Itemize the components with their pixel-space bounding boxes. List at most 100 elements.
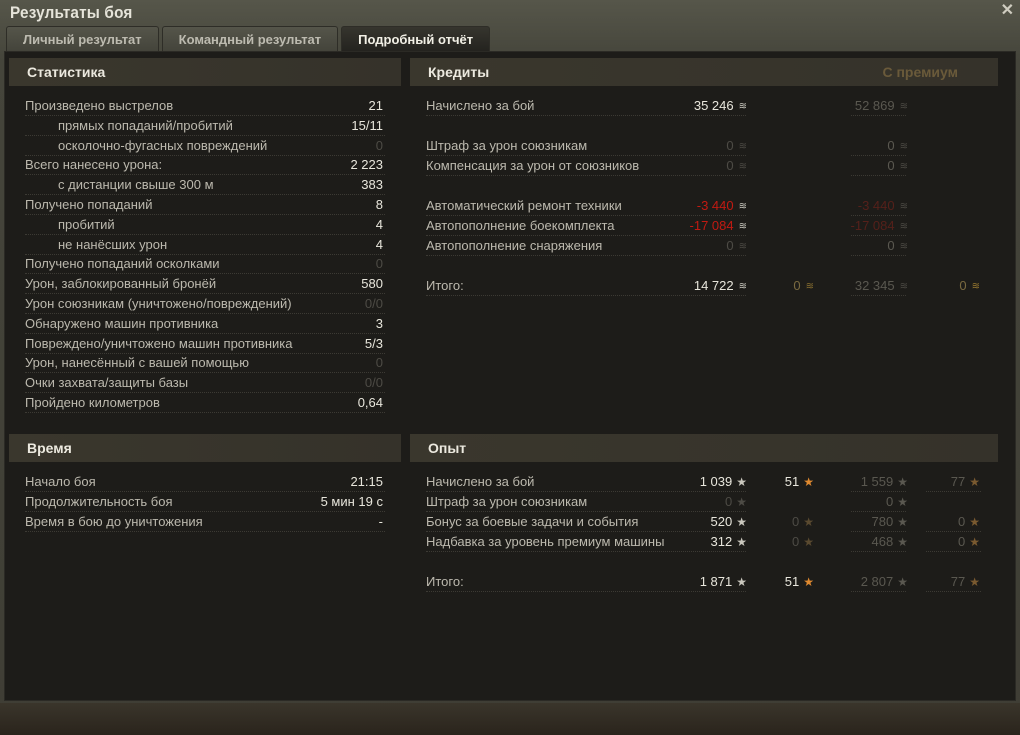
time-title: Время: [27, 440, 72, 456]
value-text: 52 869: [854, 98, 895, 113]
credits-label: Начислено за бой: [426, 98, 535, 113]
row-divider: [851, 175, 906, 176]
credits-row: Автопополнение снаряжения 0 ≋ 0 ≋: [426, 236, 986, 256]
value-text: 0: [958, 534, 966, 549]
stat-row: не нанёсших урон 4: [25, 235, 385, 255]
credits-label: Компенсация за урон от союзников: [426, 158, 640, 173]
free-experience-star-icon: ★: [969, 475, 980, 489]
value-cell: 0 ≋: [726, 236, 747, 257]
value-cell: 1 871 ★: [700, 572, 747, 592]
value-text: 0: [886, 494, 894, 509]
stat-label: не нанёсших урон: [58, 236, 168, 252]
close-icon[interactable]: ✕: [1000, 2, 1014, 19]
value-cell: 77 ★: [951, 472, 980, 492]
experience-star-icon: ★: [897, 535, 908, 549]
value-text: 77: [950, 574, 966, 589]
stat-label: Всего нанесено урона:: [25, 157, 163, 173]
stat-value: 3: [375, 315, 383, 331]
row-divider: [926, 551, 981, 552]
stat-value: 8: [375, 197, 383, 212]
row-divider: [25, 531, 385, 532]
stat-label: Получено попаданий: [25, 197, 153, 212]
stat-value: 0/0: [364, 296, 383, 311]
value-text: -17 084: [689, 218, 734, 233]
value-cell: -17 084 ≋: [690, 216, 747, 237]
value-text: -3 440: [857, 198, 895, 213]
value-text: 0: [725, 494, 733, 509]
stat-label: Урон союзникам (уничтожено/повреждений): [25, 296, 292, 311]
value-text: 32 345: [854, 278, 895, 293]
time-row: Время в бою до уничтожения -: [25, 512, 385, 532]
stat-label: Урон, заблокированный бронёй: [25, 276, 217, 292]
value-text: 1 871: [699, 574, 733, 589]
value-cell: 0 ≋: [726, 156, 747, 177]
value-text: 0: [887, 158, 895, 173]
value-cell: 0 ≋: [887, 236, 908, 257]
stat-row: Урон, нанесённый с вашей помощью 0: [25, 353, 385, 374]
credits-coin-icon: ≋: [899, 161, 908, 172]
experience-label: Итого:: [426, 574, 464, 589]
value-cell: 35 246 ≋: [694, 96, 747, 117]
value-cell: -3 440 ≋: [697, 196, 747, 217]
experience-row: Итого: 1 871 ★ 2 807 ★ 51 ★ 77 ★: [426, 572, 986, 592]
credits-coin-icon: ≋: [899, 281, 908, 292]
row-divider: [851, 511, 906, 512]
stat-label: Очки захвата/защиты базы: [25, 375, 189, 391]
stat-value: 0,64: [357, 395, 383, 410]
value-text: 0: [792, 534, 800, 549]
stat-value: 21: [368, 98, 383, 113]
value-text: 14 722: [693, 278, 734, 293]
value-text: 51: [784, 474, 800, 489]
stat-value: 0/0: [364, 375, 383, 391]
row-divider: [25, 293, 385, 295]
experience-star-icon: ★: [736, 475, 747, 489]
stat-row: Повреждено/уничтожено машин противника 5/…: [25, 334, 385, 354]
value-text: 468: [871, 534, 894, 549]
value-cell: 51 ★: [785, 472, 814, 492]
stat-row: с дистанции свыше 300 м 383: [25, 175, 385, 196]
credits-coin-icon: ≋: [738, 241, 747, 252]
value-text: 0: [958, 514, 966, 529]
value-text: 2 807: [860, 574, 894, 589]
time-label: Начало боя: [25, 474, 96, 489]
row-divider: [426, 551, 746, 552]
tab-team-result[interactable]: Командный результат: [161, 26, 339, 51]
row-divider: [926, 591, 981, 592]
value-text: 1 039: [699, 474, 733, 489]
stat-row: Урон союзникам (уничтожено/повреждений) 0…: [25, 294, 385, 314]
tab-personal-result[interactable]: Личный результат: [6, 26, 159, 51]
experience-title: Опыт: [428, 440, 467, 456]
stat-label: прямых попаданий/пробитий: [58, 117, 233, 133]
credits-label: Автопополнение боекомплекта: [426, 218, 615, 233]
tab-detailed-report[interactable]: Подробный отчёт: [341, 26, 491, 51]
stat-label: Обнаружено машин противника: [25, 315, 219, 331]
stat-row: Урон, заблокированный бронёй 580: [25, 274, 385, 295]
window-title: Результаты боя: [10, 3, 133, 22]
credits-coin-icon: ≋: [899, 201, 908, 212]
credits-label: Автоматический ремонт техники: [426, 198, 622, 213]
value-text: 312: [710, 534, 733, 549]
value-cell: 14 722 ≋: [694, 276, 747, 297]
row-divider: [426, 175, 746, 176]
row-divider: [25, 491, 385, 492]
row-divider: [426, 591, 746, 592]
stat-label: Повреждено/уничтожено машин противника: [25, 335, 293, 351]
time-value: 5 мин 19 с: [320, 494, 383, 509]
value-text: 0: [793, 278, 801, 293]
value-text: 0: [726, 158, 734, 173]
row-divider: [851, 255, 906, 256]
row-divider: [25, 134, 385, 136]
credits-coin-icon: ≋: [738, 221, 747, 232]
value-cell: 0 ≋: [887, 136, 908, 157]
stat-value: 4: [375, 216, 383, 232]
experience-label: Начислено за бой: [426, 474, 535, 489]
experience-row: Штраф за урон союзникам 0 ★ 0 ★: [426, 492, 986, 512]
row-divider: [25, 154, 385, 156]
stat-row: Очки захвата/защиты базы 0/0: [25, 373, 385, 394]
experience-star-icon: ★: [897, 575, 908, 589]
row-divider: [25, 352, 385, 354]
experience-label: Бонус за боевые задачи и события: [426, 514, 639, 529]
row-divider: [851, 591, 906, 592]
stat-value: 4: [375, 236, 383, 252]
row-divider: [851, 235, 906, 236]
